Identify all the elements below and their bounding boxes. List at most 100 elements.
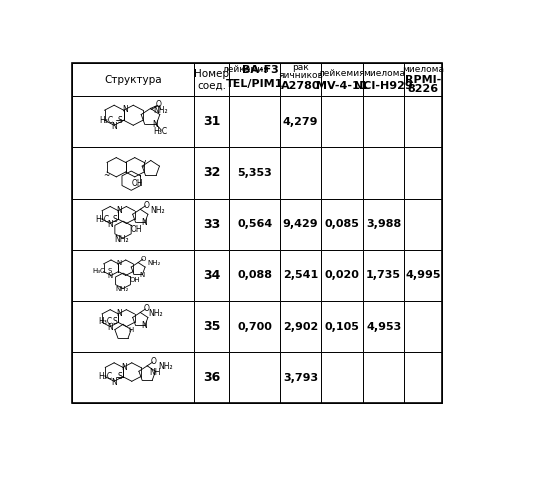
Text: яичников: яичников bbox=[278, 71, 323, 80]
Text: N: N bbox=[107, 220, 113, 228]
Text: H₃C: H₃C bbox=[98, 318, 113, 326]
Text: NH₂: NH₂ bbox=[114, 234, 129, 244]
Text: лейкемия: лейкемия bbox=[319, 68, 365, 78]
Text: OH: OH bbox=[132, 178, 144, 188]
Bar bbox=[72, 63, 443, 404]
Text: N: N bbox=[142, 322, 147, 330]
Text: H₃C: H₃C bbox=[95, 214, 109, 224]
Bar bbox=[405, 250, 443, 301]
Text: соед.: соед. bbox=[198, 80, 226, 90]
Bar bbox=[72, 148, 194, 198]
Bar bbox=[230, 63, 280, 96]
Text: NH₂: NH₂ bbox=[115, 286, 129, 292]
Text: NH₂: NH₂ bbox=[158, 362, 173, 370]
Bar bbox=[363, 96, 405, 148]
Text: NCI-H929: NCI-H929 bbox=[354, 80, 413, 90]
Bar bbox=[363, 250, 405, 301]
Text: 33: 33 bbox=[203, 218, 220, 230]
Text: NH₂: NH₂ bbox=[147, 260, 161, 266]
Text: N: N bbox=[139, 272, 145, 278]
Bar bbox=[363, 352, 405, 404]
Bar bbox=[363, 148, 405, 198]
Text: 0,020: 0,020 bbox=[325, 270, 359, 280]
Text: 5,353: 5,353 bbox=[237, 168, 272, 178]
Text: лейкемия: лейкемия bbox=[222, 65, 269, 74]
Text: OH: OH bbox=[130, 278, 140, 283]
Text: 1,735: 1,735 bbox=[366, 270, 401, 280]
Bar bbox=[194, 96, 230, 148]
Bar bbox=[405, 96, 443, 148]
Text: N: N bbox=[116, 309, 121, 318]
Text: Номер: Номер bbox=[194, 69, 230, 79]
Bar bbox=[321, 96, 363, 148]
Text: N: N bbox=[121, 362, 127, 372]
Bar bbox=[363, 63, 405, 96]
Text: N: N bbox=[116, 260, 121, 266]
Text: NH₂: NH₂ bbox=[148, 308, 163, 318]
Bar bbox=[72, 352, 194, 404]
Bar bbox=[230, 352, 280, 404]
Bar bbox=[230, 250, 280, 301]
Bar bbox=[72, 63, 194, 96]
Bar bbox=[194, 352, 230, 404]
Bar bbox=[72, 96, 194, 148]
Text: H₃C: H₃C bbox=[153, 127, 168, 136]
Bar bbox=[405, 198, 443, 250]
Bar bbox=[280, 63, 321, 96]
Text: N: N bbox=[116, 206, 122, 215]
Bar bbox=[280, 250, 321, 301]
Bar bbox=[72, 198, 194, 250]
Text: A2780: A2780 bbox=[281, 82, 320, 92]
Bar bbox=[321, 301, 363, 352]
Bar bbox=[321, 250, 363, 301]
Bar bbox=[280, 96, 321, 148]
Text: N: N bbox=[122, 105, 128, 114]
Text: O: O bbox=[141, 256, 146, 262]
Text: N: N bbox=[107, 323, 113, 332]
Text: миелома: миелома bbox=[363, 68, 405, 78]
Text: H₃C: H₃C bbox=[99, 116, 113, 125]
Bar bbox=[72, 250, 194, 301]
Bar bbox=[280, 148, 321, 198]
Bar bbox=[194, 198, 230, 250]
Text: MV-4-11: MV-4-11 bbox=[316, 80, 368, 90]
Text: NH₂: NH₂ bbox=[150, 206, 164, 215]
Bar bbox=[405, 352, 443, 404]
Text: H₃C: H₃C bbox=[98, 372, 112, 381]
Text: OH: OH bbox=[131, 224, 142, 234]
Text: 3,988: 3,988 bbox=[366, 219, 401, 229]
Text: O: O bbox=[156, 100, 162, 110]
Text: N: N bbox=[142, 218, 147, 227]
Text: 31: 31 bbox=[203, 116, 221, 128]
Text: N: N bbox=[108, 273, 113, 279]
Text: O: O bbox=[151, 356, 157, 366]
Text: 32: 32 bbox=[203, 166, 221, 179]
Text: S: S bbox=[113, 318, 117, 326]
Text: H₃C: H₃C bbox=[93, 268, 105, 274]
Bar bbox=[230, 148, 280, 198]
Bar bbox=[321, 352, 363, 404]
Text: TEL/PIM1: TEL/PIM1 bbox=[226, 78, 283, 88]
Bar bbox=[321, 198, 363, 250]
Text: S: S bbox=[117, 372, 122, 381]
Text: H: H bbox=[128, 328, 134, 334]
Text: 4,953: 4,953 bbox=[366, 322, 401, 332]
Bar bbox=[321, 63, 363, 96]
Text: N: N bbox=[152, 120, 158, 130]
Text: 0,564: 0,564 bbox=[237, 219, 272, 229]
Text: O: O bbox=[144, 201, 150, 210]
Text: S: S bbox=[108, 268, 112, 274]
Text: 34: 34 bbox=[203, 269, 221, 282]
Text: 0,085: 0,085 bbox=[325, 219, 359, 229]
Text: ~: ~ bbox=[103, 171, 109, 180]
Text: NH₂: NH₂ bbox=[153, 106, 168, 115]
Text: 0,105: 0,105 bbox=[325, 322, 359, 332]
Bar bbox=[230, 96, 280, 148]
Text: N: N bbox=[111, 378, 116, 386]
Bar bbox=[363, 198, 405, 250]
Text: BA-F3: BA-F3 bbox=[242, 64, 279, 74]
Text: /: / bbox=[143, 160, 146, 168]
Text: 0,700: 0,700 bbox=[237, 322, 272, 332]
Bar bbox=[405, 301, 443, 352]
Bar bbox=[280, 301, 321, 352]
